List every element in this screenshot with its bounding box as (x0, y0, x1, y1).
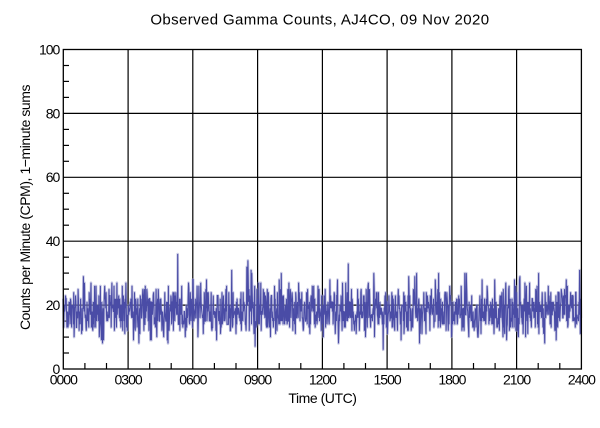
svg-text:80: 80 (46, 105, 61, 121)
svg-text:2400: 2400 (568, 372, 596, 388)
svg-text:0: 0 (53, 361, 61, 377)
svg-text:Observed Gamma Counts, AJ4CO,: Observed Gamma Counts, AJ4CO, 09 Nov 202… (150, 12, 489, 29)
svg-text:0600: 0600 (179, 372, 207, 388)
svg-text:0300: 0300 (115, 372, 143, 388)
svg-text:1800: 1800 (438, 372, 466, 388)
svg-text:60: 60 (46, 169, 61, 185)
svg-text:100: 100 (39, 41, 61, 57)
svg-text:Counts per Minute (CPM), 1−min: Counts per Minute (CPM), 1−minute sums (17, 85, 33, 331)
svg-text:0000: 0000 (50, 372, 78, 388)
svg-text:0900: 0900 (244, 372, 272, 388)
svg-text:2100: 2100 (503, 372, 531, 388)
svg-text:20: 20 (46, 297, 61, 313)
svg-text:1200: 1200 (309, 372, 337, 388)
svg-text:Time (UTC): Time (UTC) (288, 390, 356, 406)
svg-text:40: 40 (46, 233, 61, 249)
svg-text:1500: 1500 (374, 372, 402, 388)
